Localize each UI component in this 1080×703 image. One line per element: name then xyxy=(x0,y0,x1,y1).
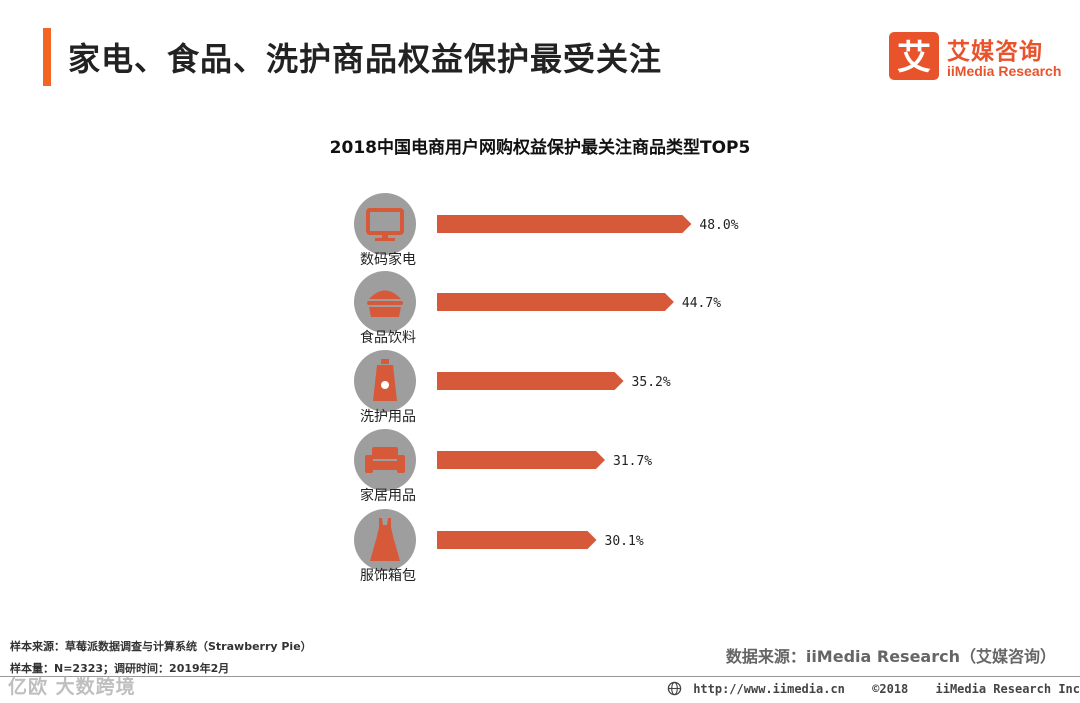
bar xyxy=(437,293,674,311)
category-label: 家居用品 xyxy=(360,487,416,504)
chart-title: 2018中国电商用户网购权益保护最关注商品类型TOP5 xyxy=(329,138,751,158)
sample-source-note: 样本来源：草莓派数据调查与计算系统（Strawberry Pie） xyxy=(10,640,312,653)
bar-chart: 数码家电 48.0% 食品饮料 44.7% 洗护用品 35.2% 家居用品 31.7% 服饰箱包… xyxy=(354,193,739,584)
category-label: 服饰箱包 xyxy=(360,568,416,584)
data-source-note: 数据来源：iiMedia Research（艾媒咨询） xyxy=(725,647,1056,666)
bar xyxy=(437,372,624,390)
iimedia-logo-mark-icon: 艾 xyxy=(889,32,939,80)
category-label: 数码家电 xyxy=(360,251,416,268)
bar xyxy=(437,215,692,233)
lotion-bottle-icon xyxy=(354,350,416,412)
footer: http://www.iimedia.cn ©2018 iiMedia Rese… xyxy=(667,681,1080,696)
footer-divider xyxy=(0,676,1080,677)
footer-url[interactable]: http://www.iimedia.cn xyxy=(693,682,845,696)
bar xyxy=(437,451,606,469)
sofa-icon xyxy=(354,429,416,491)
logo-name-en: iiMedia Research xyxy=(947,63,1062,79)
value-label: 31.7% xyxy=(613,454,652,469)
watermark: 亿欧 大数跨境 xyxy=(8,676,136,698)
logo-mark-char: 艾 xyxy=(897,38,931,78)
tv-icon xyxy=(354,193,416,255)
burger-icon xyxy=(354,271,416,333)
category-label: 食品饮料 xyxy=(360,329,416,346)
logo-name-cn: 艾媒咨询 xyxy=(947,39,1043,65)
category-label: 洗护用品 xyxy=(360,409,416,425)
footer-company: iiMedia Research Inc xyxy=(935,682,1080,696)
sample-size-note: 样本量：N=2323；调研时间：2019年2月 xyxy=(10,662,230,675)
globe-icon xyxy=(667,681,682,696)
value-label: 48.0% xyxy=(699,218,738,233)
dress-icon xyxy=(354,509,416,571)
footer-copyright: ©2018 xyxy=(872,682,909,696)
title-accent-bar xyxy=(43,28,51,86)
value-label: 35.2% xyxy=(632,375,671,390)
iimedia-logo: 艾 艾媒咨询 iiMedia Research xyxy=(889,32,1064,82)
page-title: 家电、食品、洗护商品权益保护最受关注 xyxy=(68,40,663,78)
value-label: 44.7% xyxy=(682,296,721,311)
bar xyxy=(437,531,597,549)
value-label: 30.1% xyxy=(605,534,644,549)
